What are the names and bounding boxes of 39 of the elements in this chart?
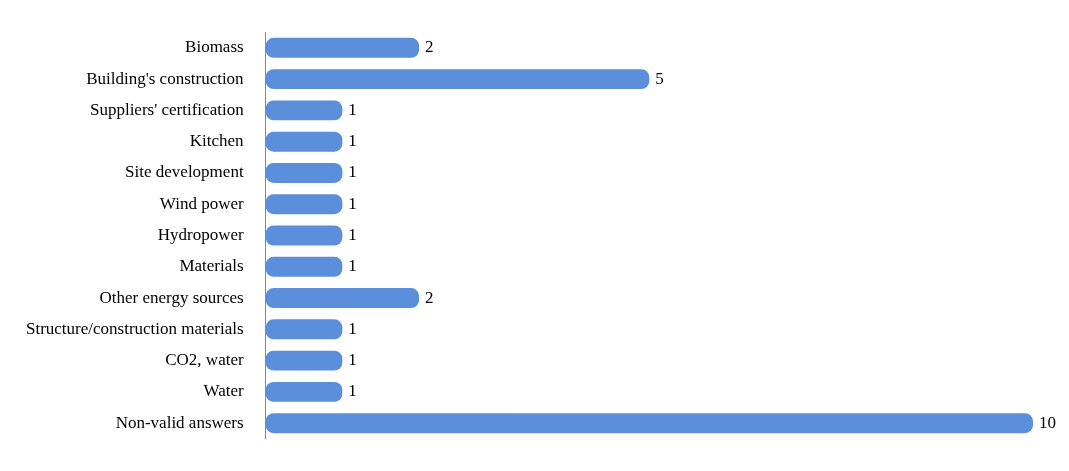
y-tick-label: CO2, water [165, 350, 244, 370]
y-tick-label: Biomass [185, 37, 244, 57]
y-tick-label: Other energy sources [99, 287, 244, 307]
data-label: 2 [425, 37, 434, 57]
bar [265, 100, 343, 121]
bar [265, 162, 343, 183]
data-label: 1 [348, 318, 357, 338]
bar [265, 413, 1033, 434]
bar [265, 69, 650, 90]
data-label: 2 [425, 287, 434, 307]
y-tick-label: Materials [179, 256, 244, 276]
data-label: 1 [348, 193, 357, 213]
data-label: 1 [348, 381, 357, 401]
y-tick-label: Kitchen [189, 131, 245, 151]
y-tick-label: Hydropower [157, 224, 244, 244]
bar [265, 288, 420, 309]
data-label: 1 [348, 256, 357, 276]
y-tick-label: Wind power [159, 193, 244, 213]
bar [265, 381, 343, 402]
data-label: 1 [348, 224, 357, 244]
y-tick-label: Water [203, 381, 244, 401]
data-label: 10 [1039, 412, 1056, 432]
data-label: 1 [348, 131, 357, 151]
y-tick-label: Non-valid answers [115, 412, 244, 432]
y-tick-label: Structure/construction materials [25, 318, 244, 338]
y-tick-label: Building's construction [86, 68, 245, 88]
bar [265, 256, 343, 277]
data-label: 1 [348, 350, 357, 370]
bar [265, 131, 343, 152]
bar [265, 194, 343, 215]
data-label: 1 [348, 99, 357, 119]
bar [265, 37, 420, 58]
data-label: 5 [655, 68, 664, 88]
data-label: 1 [348, 162, 357, 182]
bar [265, 350, 343, 371]
bar [265, 319, 343, 340]
y-tick-label: Suppliers' certification [89, 99, 245, 119]
bar [265, 225, 343, 246]
y-tick-label: Site development [125, 162, 244, 182]
